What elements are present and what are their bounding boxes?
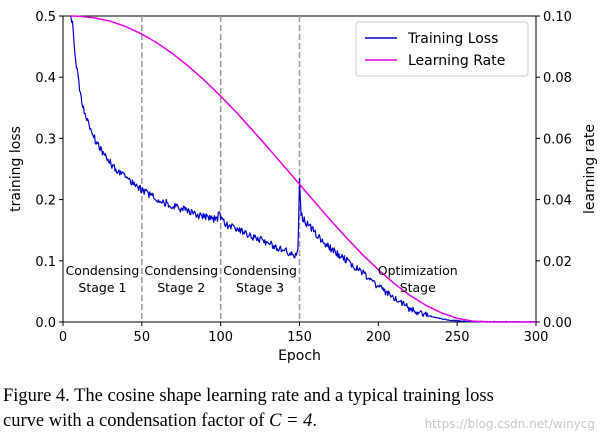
stage-labels: Condensing Stage 1 Condensing Stage 2 Conden… — [66, 263, 458, 295]
x-axis-title: Epoch — [278, 348, 321, 364]
series-line-training-loss — [70, 16, 537, 323]
left-y-tick-label: 0.4 — [35, 71, 56, 86]
x-tick-label: 300 — [524, 330, 549, 345]
caption-line-1: Figure 4. The cosine shape learning rate… — [3, 386, 494, 406]
right-y-tick-label: 0.10 — [543, 10, 572, 25]
caption-line-2: curve with a condensation factor of C = … — [3, 409, 601, 434]
x-tick-label: 150 — [287, 330, 312, 345]
stage-label-2-line-1: Condensing — [144, 263, 218, 278]
stage-label-4-line-2: Stage — [400, 280, 436, 295]
series-line-learning-rate — [70, 15, 536, 323]
right-y-tick-label: 0.02 — [543, 255, 572, 270]
stage-label-2-line-2: Stage 2 — [157, 280, 205, 295]
legend: Training Loss Learning Rate — [355, 21, 529, 77]
stage-label-1-line-1: Condensing — [66, 263, 140, 278]
chart: Condensing Stage 1 Condensing Stage 2 Conden… — [8, 10, 598, 364]
left-y-tick-label: 0.1 — [35, 255, 56, 270]
stage-label-1-line-2: Stage 1 — [78, 280, 126, 295]
stage-label-3-line-1: Condensing — [223, 263, 297, 278]
x-tick-label: 50 — [134, 330, 151, 345]
x-tick-label: 0 — [59, 330, 67, 345]
x-tick-label: 100 — [208, 330, 233, 345]
caption-line-2-text: curve with a condensation factor of — [3, 411, 270, 431]
stage-boundaries — [141, 16, 301, 322]
caption-line-2-end: . — [312, 411, 318, 431]
caption-math: C = 4 — [269, 411, 313, 431]
x-tick-label: 250 — [445, 330, 470, 345]
left-y-tick-label: 0.2 — [35, 194, 56, 209]
legend-label-training-loss: Training Loss — [407, 31, 498, 47]
watermark: https://blog.csdn.net/winycg — [424, 417, 595, 431]
right-y-tick-label: 0.08 — [543, 71, 572, 86]
right-y-axis-title: learning rate — [582, 124, 598, 214]
left-y-tick-label: 0.5 — [35, 10, 56, 25]
left-y-tick-label: 0.3 — [35, 132, 56, 147]
left-y-axis-title: training loss — [8, 126, 24, 212]
right-y-tick-label: 0.06 — [543, 132, 572, 147]
x-tick-label: 200 — [366, 330, 391, 345]
series-layer — [70, 15, 537, 323]
figure-caption: Figure 4. The cosine shape learning rate… — [3, 384, 601, 434]
right-y-tick-label: 0.00 — [543, 316, 572, 331]
left-y-tick-label: 0.0 — [35, 316, 56, 331]
stage-label-4-line-1: Optimization — [378, 263, 458, 278]
axis-ticks: 0 50 100 150 200 250 300 0.0 0.1 0.2 0.3 0.4 0.5 0.00… — [35, 10, 572, 345]
right-y-tick-label: 0.04 — [543, 194, 572, 209]
legend-label-learning-rate: Learning Rate — [408, 53, 505, 69]
stage-label-3-line-2: Stage 3 — [236, 280, 284, 295]
legend-box — [355, 21, 529, 77]
